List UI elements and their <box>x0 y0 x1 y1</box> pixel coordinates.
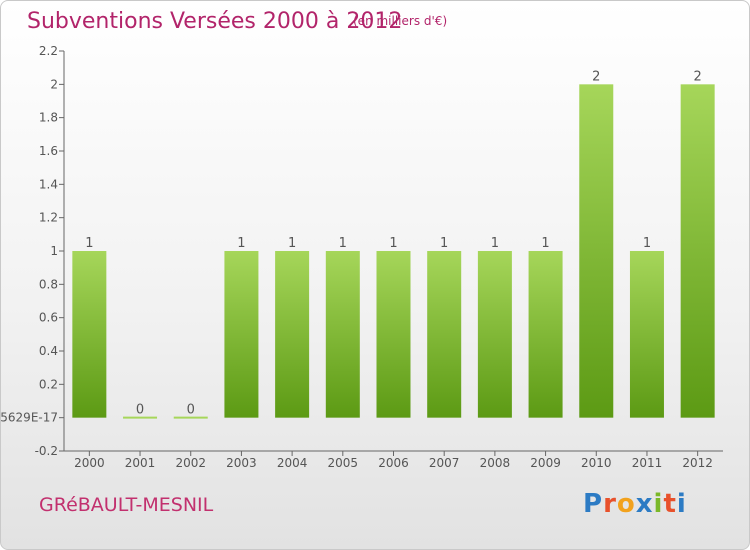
data-label: 2 <box>694 69 702 84</box>
data-label: 1 <box>389 236 397 251</box>
y-tick-label: 0.4 <box>39 344 58 358</box>
logo-letter: i <box>653 489 664 519</box>
y-tick-label: 2 <box>50 77 58 91</box>
bar <box>427 251 462 418</box>
x-tick-label: 2008 <box>480 456 511 470</box>
x-tick-label: 2010 <box>581 456 612 470</box>
x-tick-label: 2009 <box>530 456 561 470</box>
x-tick-label: 2001 <box>125 456 156 470</box>
data-label: 1 <box>541 236 549 251</box>
bar <box>528 251 563 418</box>
bar <box>325 251 360 418</box>
y-tick-label: 0.6 <box>39 311 58 325</box>
bar <box>275 251 310 418</box>
x-tick-label: 2006 <box>378 456 409 470</box>
chart-title: Subventions Versées 2000 à 2012 <box>27 9 403 34</box>
y-tick-label: 1.4 <box>39 177 58 191</box>
x-tick-label: 2007 <box>429 456 460 470</box>
x-tick-label: 2005 <box>328 456 359 470</box>
commune-name: GRéBAULT-MESNIL <box>39 494 214 516</box>
bar <box>629 251 664 418</box>
y-tick-label: 1.6 <box>39 144 58 158</box>
x-tick-label: 2011 <box>632 456 663 470</box>
y-tick-label: 2.2 <box>39 44 58 58</box>
bar <box>72 251 107 418</box>
data-label: 2 <box>592 69 600 84</box>
data-label: 1 <box>440 236 448 251</box>
y-tick-label: 1 <box>50 244 58 258</box>
data-label: 1 <box>85 236 93 251</box>
data-label: 0 <box>187 403 195 418</box>
proxiti-logo: Proxiti <box>583 489 687 519</box>
y-tick-label: -1.15629E-17 <box>1 411 58 425</box>
logo-letter: x <box>635 489 654 519</box>
bar <box>224 251 259 418</box>
x-tick-label: 2003 <box>226 456 257 470</box>
y-tick-label: 1.8 <box>39 111 58 125</box>
x-tick-label: 2002 <box>175 456 206 470</box>
chart-subtitle: (en milliers d'€) <box>353 14 448 28</box>
logo-letter: r <box>603 489 617 519</box>
data-label: 0 <box>136 403 144 418</box>
y-tick-label: 0.2 <box>39 377 58 391</box>
bar <box>579 84 614 418</box>
bar <box>680 84 715 418</box>
y-tick-label: -0.2 <box>35 444 58 458</box>
bar <box>376 251 411 418</box>
y-tick-label: 1.2 <box>39 211 58 225</box>
data-label: 1 <box>288 236 296 251</box>
data-label: 1 <box>643 236 651 251</box>
y-tick-label: 0.8 <box>39 277 58 291</box>
x-tick-label: 2012 <box>682 456 713 470</box>
data-label: 1 <box>339 236 347 251</box>
data-label: 1 <box>491 236 499 251</box>
bar <box>477 251 512 418</box>
logo-letter: t <box>663 489 677 519</box>
logo-letter: i <box>676 489 687 519</box>
logo-letter: o <box>616 489 636 519</box>
x-tick-label: 2004 <box>277 456 308 470</box>
x-tick-label: 2000 <box>74 456 105 470</box>
logo-letter: P <box>583 489 604 519</box>
data-label: 1 <box>237 236 245 251</box>
